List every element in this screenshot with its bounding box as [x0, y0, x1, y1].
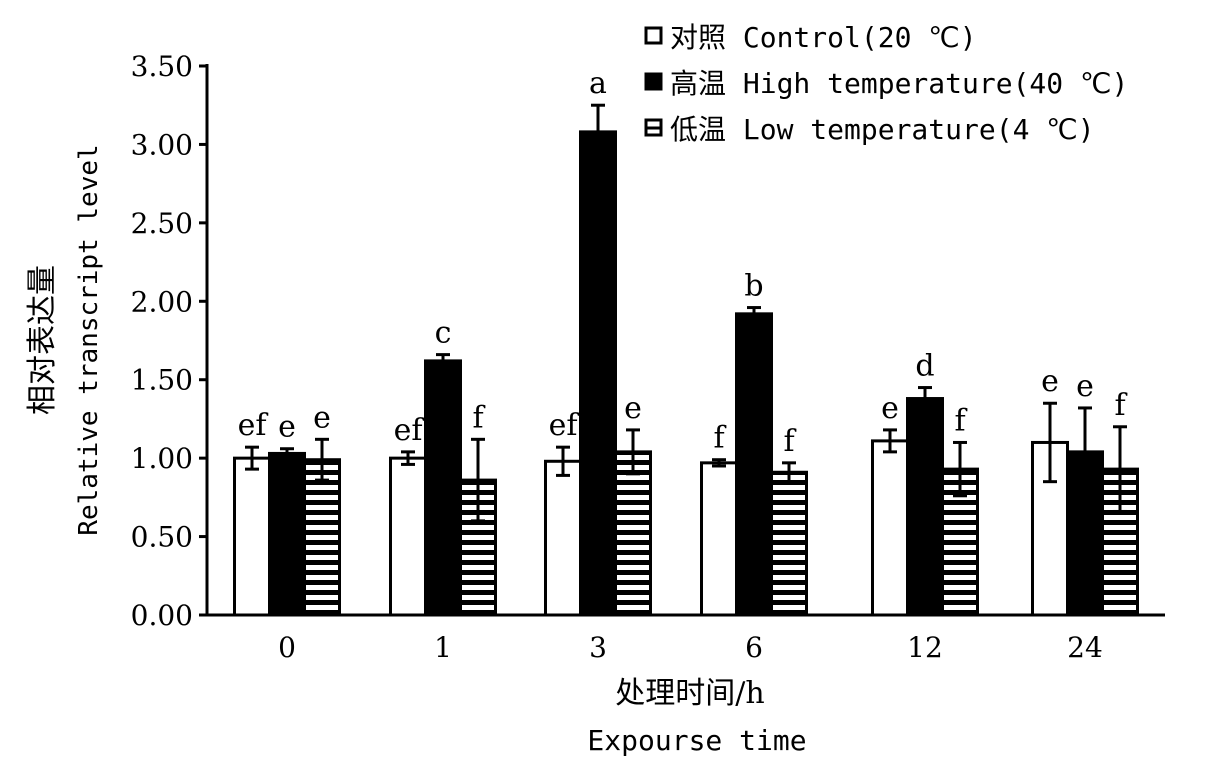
y-tick-label: 2.00 [131, 285, 193, 318]
bar-high [579, 130, 617, 617]
significance-letter: f [713, 421, 726, 456]
y-tick-label: 3.50 [131, 50, 193, 83]
x-tick-label: 24 [1067, 631, 1103, 664]
legend-swatch-control [644, 26, 663, 45]
significance-letter: e [1076, 369, 1094, 404]
bar-control [700, 461, 738, 617]
significance-letter: ef [238, 408, 269, 443]
bar-control [233, 456, 271, 617]
significance-letter: a [589, 66, 607, 101]
bar-high [268, 451, 306, 617]
y-tick-label: 0.00 [131, 599, 193, 632]
bar-low [614, 450, 652, 617]
y-tick-label: 2.50 [131, 207, 193, 240]
significance-letter: f [1114, 388, 1127, 423]
significance-letter: e [278, 410, 296, 445]
x-tick-label: 3 [589, 631, 607, 664]
x-tick-label: 6 [745, 631, 763, 664]
significance-letter: f [783, 424, 796, 459]
significance-letter: e [1041, 364, 1059, 399]
significance-letter: ef [549, 408, 580, 443]
bar-high [424, 359, 462, 617]
y-tick-label: 1.50 [131, 364, 193, 397]
legend-swatch-high [644, 72, 663, 91]
x-axis-title-en: Expourse time [587, 724, 806, 757]
x-axis-title: 处理时间/h [615, 676, 764, 711]
y-axis-title: 相对表达量 [25, 265, 60, 415]
significance-letter: b [744, 269, 763, 304]
significance-letter: e [881, 391, 899, 426]
legend-label: 低温 Low temperature(4 ℃) [670, 113, 1095, 146]
bar-high [735, 312, 773, 617]
legend-label: 高温 High temperature(40 ℃) [670, 67, 1128, 100]
bar-control [544, 459, 582, 617]
bar-low [770, 470, 808, 617]
bar-low [303, 458, 341, 617]
bar-control [389, 456, 427, 617]
significance-letter: d [915, 349, 934, 384]
significance-letter: f [472, 400, 485, 435]
y-axis-title-en: Relative transcript level [74, 144, 104, 535]
bar-high [906, 397, 944, 617]
significance-letter: e [313, 400, 331, 435]
significance-letter: f [954, 403, 967, 438]
y-tick-label: 1.00 [131, 442, 193, 475]
x-tick-label: 12 [907, 631, 943, 664]
y-tick-label: 0.50 [131, 521, 193, 554]
bar-control [871, 439, 909, 617]
x-tick-label: 1 [434, 631, 452, 664]
significance-letter: c [435, 316, 452, 351]
x-tick-label: 0 [278, 631, 296, 664]
y-tick-label: 3.00 [131, 128, 193, 161]
legend-label: 对照 Control(20 ℃) [670, 21, 977, 54]
significance-letter: e [624, 391, 642, 426]
significance-letter: ef [394, 413, 425, 448]
